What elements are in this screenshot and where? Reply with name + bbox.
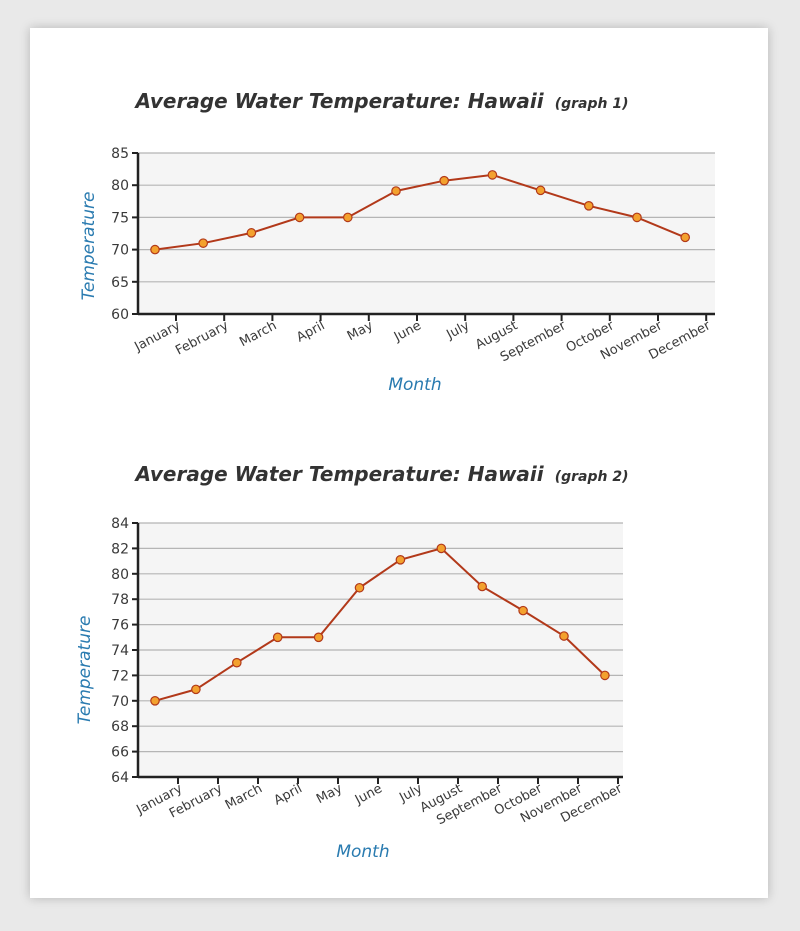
y-tick-label: 75 bbox=[111, 210, 129, 226]
data-points bbox=[150, 543, 610, 706]
chart-title: Average Water Temperature: Hawaii (graph… bbox=[133, 89, 628, 113]
data-point bbox=[391, 186, 401, 196]
data-point bbox=[535, 185, 546, 196]
x-tick-label: July bbox=[444, 318, 473, 343]
y-tick-label: 78 bbox=[111, 592, 129, 608]
axes bbox=[132, 522, 623, 784]
x-axis-label: Month bbox=[388, 375, 441, 395]
y-axis-label: Temperature bbox=[75, 616, 95, 725]
chart-title-main: Average Water Temperature: Hawaii bbox=[133, 89, 544, 113]
x-tick-label: June bbox=[391, 318, 424, 345]
data-point bbox=[439, 175, 449, 186]
chart-title-main: Average Water Temperature: Hawaii bbox=[133, 462, 544, 486]
x-tick-label: May bbox=[345, 318, 376, 344]
plot-area bbox=[138, 153, 715, 314]
y-tick-label: 64 bbox=[111, 770, 129, 786]
data-point bbox=[150, 244, 160, 255]
y-tick-labels: 60 65 70 75 80 85 bbox=[111, 146, 129, 323]
y-tick-label: 68 bbox=[111, 719, 129, 735]
y-tick-label: 72 bbox=[111, 668, 129, 684]
y-axis-label: Temperature bbox=[79, 192, 99, 301]
chart-title: Average Water Temperature: Hawaii (graph… bbox=[133, 462, 628, 486]
chart-graph-2: Average Water Temperature: Hawaii (graph… bbox=[75, 462, 629, 862]
chart-graph-1: Average Water Temperature: Hawaii (graph… bbox=[79, 89, 715, 395]
y-tick-label: 60 bbox=[111, 307, 129, 323]
data-point bbox=[583, 201, 594, 211]
data-point bbox=[232, 657, 242, 668]
y-tick-label: 82 bbox=[111, 541, 129, 557]
data-point bbox=[518, 605, 528, 616]
y-tick-label: 74 bbox=[111, 643, 129, 659]
y-tick-label: 80 bbox=[111, 178, 129, 194]
chart-title-sub: (graph 2) bbox=[555, 469, 629, 485]
x-tick-label: February bbox=[173, 318, 231, 358]
data-point bbox=[559, 631, 569, 641]
data-point bbox=[272, 632, 283, 643]
y-tick-label: 84 bbox=[111, 516, 129, 532]
x-tick-label: April bbox=[294, 318, 327, 345]
axes bbox=[132, 152, 715, 321]
data-point bbox=[477, 581, 487, 592]
y-tick-labels: 64 66 68 70 72 74 76 78 80 82 84 bbox=[111, 516, 129, 786]
data-point bbox=[487, 170, 498, 180]
y-tick-label: 76 bbox=[111, 618, 129, 634]
data-points bbox=[150, 170, 690, 255]
data-point bbox=[342, 212, 353, 223]
y-tick-label: 85 bbox=[111, 146, 129, 162]
data-point bbox=[313, 632, 324, 643]
data-point bbox=[600, 670, 610, 681]
data-point bbox=[198, 238, 208, 248]
y-tick-label: 66 bbox=[111, 745, 129, 761]
x-tick-label: March bbox=[237, 318, 279, 350]
y-tick-label: 70 bbox=[111, 243, 129, 259]
data-point bbox=[632, 212, 642, 223]
x-tick-label: May bbox=[314, 781, 345, 807]
x-tick-label: March bbox=[223, 781, 265, 813]
y-tick-label: 80 bbox=[111, 567, 129, 583]
series-line bbox=[154, 173, 686, 251]
data-point bbox=[395, 555, 406, 565]
data-point bbox=[354, 582, 365, 593]
y-tick-label: 70 bbox=[111, 694, 129, 710]
chart-title-sub: (graph 1) bbox=[555, 96, 629, 112]
data-point bbox=[436, 543, 447, 554]
data-point bbox=[294, 212, 305, 223]
data-point bbox=[246, 228, 257, 238]
series-line bbox=[154, 547, 606, 702]
x-axis-label: Month bbox=[336, 842, 389, 862]
data-point bbox=[680, 232, 690, 243]
data-point bbox=[150, 695, 160, 706]
data-point bbox=[191, 684, 201, 695]
y-tick-label: 65 bbox=[111, 275, 129, 291]
x-tick-label: April bbox=[272, 781, 305, 808]
x-tick-label: June bbox=[352, 781, 385, 808]
